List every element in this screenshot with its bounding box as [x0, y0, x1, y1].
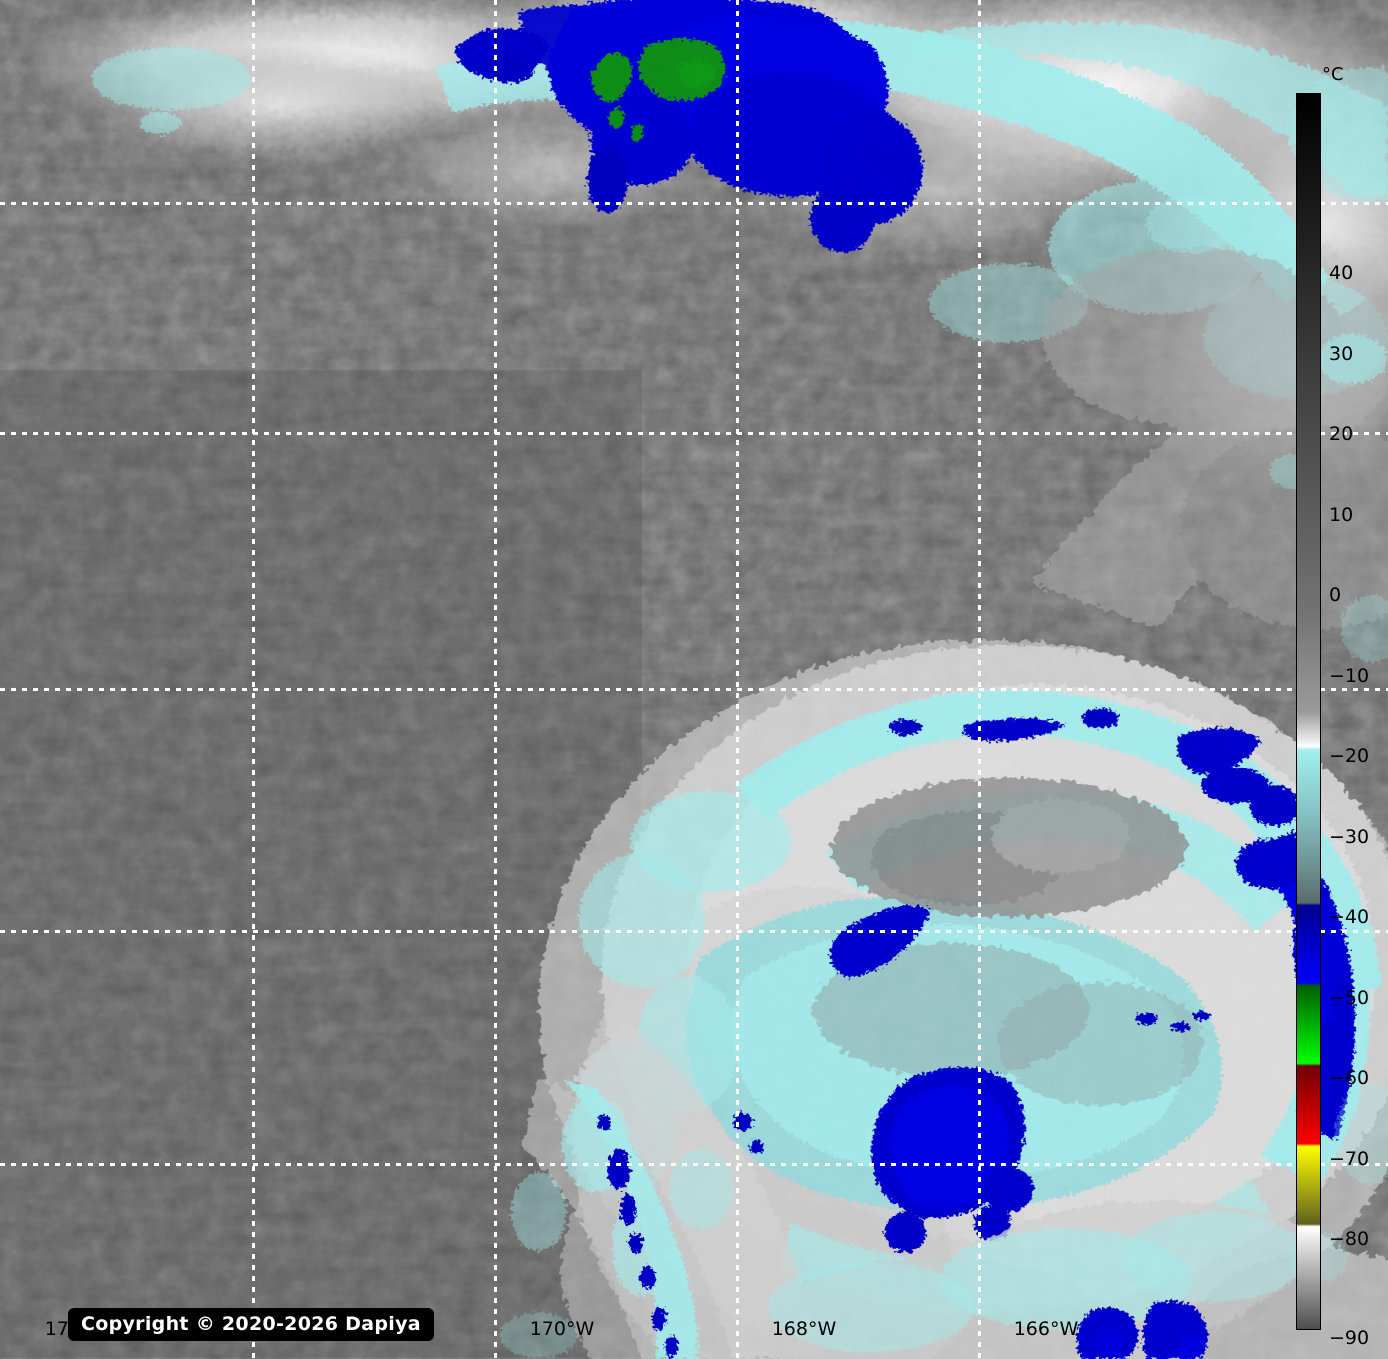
xtick-label: 166°W: [1013, 1318, 1079, 1340]
colorbar-tick-label: −70: [1329, 1148, 1370, 1170]
colorbar-tick-label: −60: [1329, 1067, 1370, 1089]
colorbar-tick-label: −10: [1329, 665, 1370, 687]
colorbar-tick-label: −90: [1329, 1327, 1370, 1349]
temperature-colorbar[interactable]: [1296, 93, 1321, 1330]
colorbar-tick-label: 0: [1329, 584, 1342, 606]
colorbar-tick-label: −80: [1329, 1228, 1370, 1250]
colorbar-unit-label: °C: [1322, 64, 1344, 85]
xtick-label: 170°W: [529, 1318, 595, 1340]
colorbar-gradient: [1297, 94, 1320, 1329]
colorbar-tick-label: −40: [1329, 906, 1370, 928]
xtick-label: 168°W: [771, 1318, 837, 1340]
colorbar-tick-label: −50: [1329, 987, 1370, 1009]
colorbar-tick-label: −20: [1329, 745, 1370, 767]
colorbar-tick-label: 30: [1329, 343, 1354, 365]
colorbar-tick-label: 10: [1329, 504, 1354, 526]
colorbar-tick-label: 40: [1329, 262, 1354, 284]
copyright-banner: Copyright © 2020-2026 Dapiya: [68, 1308, 434, 1341]
colorbar-tick-label: −30: [1329, 826, 1370, 848]
colorbar-tick-label: 20: [1329, 423, 1354, 445]
